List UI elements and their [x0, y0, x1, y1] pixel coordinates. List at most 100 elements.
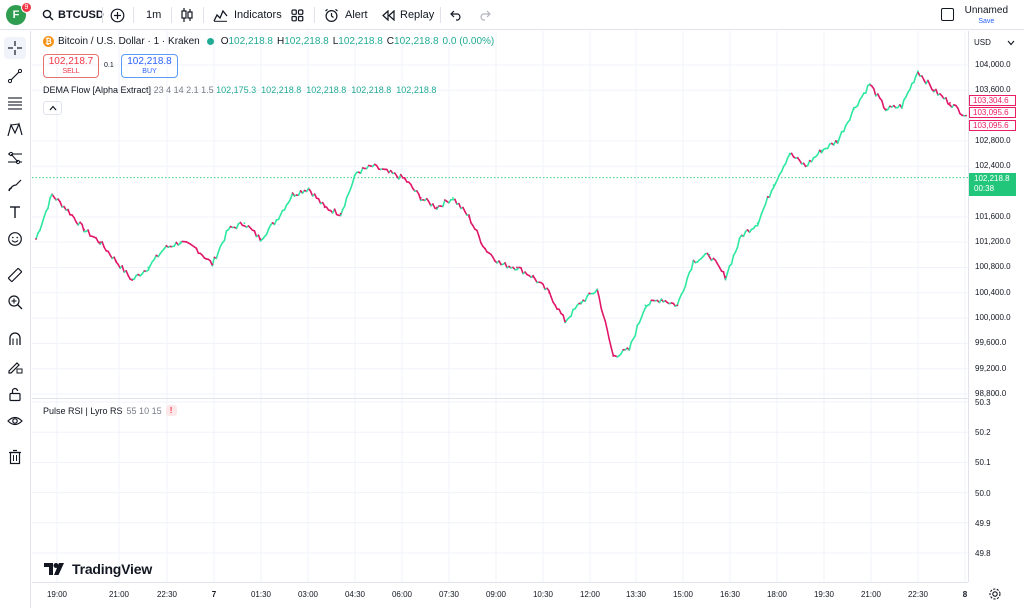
buy-button[interactable]: 102,218.8 BUY: [121, 54, 178, 78]
crosshair-tool[interactable]: [4, 37, 26, 59]
series-segment: [842, 124, 847, 133]
series-point: [772, 184, 775, 187]
series-segment: [806, 159, 811, 167]
search-icon: [42, 9, 54, 21]
series-point: [179, 241, 182, 244]
pane-separator[interactable]: [32, 398, 1024, 399]
rsi-legend[interactable]: Pulse RSI | Lyro RS 55 10 15 !: [43, 405, 177, 416]
time-axis-label: 03:00: [297, 590, 319, 599]
chart-type-button[interactable]: [180, 0, 194, 30]
series-point: [500, 263, 502, 266]
brush-tool[interactable]: [4, 174, 26, 196]
interval-label: 1m: [146, 9, 162, 21]
compare-symbol-button[interactable]: [110, 0, 125, 30]
series-segment: [550, 296, 554, 304]
trend-line-icon: [7, 68, 23, 84]
price-axis-label: 100,400.0: [975, 287, 1011, 297]
series-point: [804, 165, 807, 168]
series-point: [788, 152, 791, 155]
series-segment: [628, 341, 633, 351]
series-segment: [848, 112, 853, 121]
time-axis-label: 16:30: [719, 590, 741, 599]
pattern-icon: [7, 122, 23, 137]
series-point: [692, 260, 695, 263]
series-segment: [756, 219, 761, 227]
redo-button[interactable]: [478, 0, 491, 30]
indicators-button[interactable]: Indicators: [213, 0, 282, 30]
indicator-legend[interactable]: DEMA Flow [Alpha Extract] 23 4 14 2.1 1.…: [43, 85, 436, 95]
series-segment: [684, 277, 689, 287]
time-axis-label: 19:00: [46, 590, 68, 599]
series-segment: [520, 267, 524, 275]
series-segment: [343, 196, 348, 207]
undo-button[interactable]: [450, 0, 463, 30]
currency-label[interactable]: USD: [974, 38, 991, 47]
series-segment: [217, 245, 222, 253]
gear-icon[interactable]: [988, 587, 1002, 601]
series-point: [243, 222, 246, 225]
text-tool[interactable]: [4, 201, 26, 223]
series-point: [548, 291, 551, 294]
warning-icon[interactable]: !: [165, 405, 177, 416]
spread-value: 0.1: [104, 62, 114, 69]
remove-drawings-tool[interactable]: [4, 446, 26, 468]
series-segment: [359, 167, 364, 174]
collapse-legend-button[interactable]: [43, 101, 62, 115]
lock-drawings-tool[interactable]: [4, 383, 26, 405]
series-segment: [724, 272, 729, 281]
rsi-name: Pulse RSI | Lyro RS: [43, 405, 123, 416]
price-axis-label: 101,200.0: [975, 237, 1011, 247]
magnet-tool[interactable]: [4, 328, 26, 350]
price-tag-middle: 103,095.6: [969, 107, 1016, 118]
series-point: [147, 266, 150, 269]
series-segment: [762, 203, 767, 210]
emoji-tool[interactable]: [4, 228, 26, 250]
candle-countdown: 00:38: [974, 184, 995, 193]
symbol-search-button[interactable]: BTCUSD: [42, 0, 104, 30]
sell-button[interactable]: 102,218.7 SELL: [43, 54, 99, 78]
series-segment: [542, 283, 546, 291]
series-point: [371, 165, 374, 168]
time-axis[interactable]: 19:00 21:00 22:30 7 01:30 03:00 04:30 06:00 07:3…: [32, 582, 968, 608]
series-segment: [873, 87, 877, 97]
stay-in-drawing-tool[interactable]: [4, 356, 26, 378]
top-toolbar: F 9 BTCUSD 1m Indicators Alert Replay Un…: [0, 0, 1024, 30]
forecast-tool[interactable]: [4, 147, 26, 169]
layout-checkbox[interactable]: [941, 8, 954, 21]
price-chart[interactable]: [32, 31, 968, 582]
tradingview-logo[interactable]: TradingView: [44, 561, 152, 577]
indicator-name: DEMA Flow [Alpha Extract]: [43, 85, 152, 95]
indicators-label: Indicators: [234, 9, 282, 21]
hide-drawings-tool[interactable]: [4, 410, 26, 432]
zoom-tool[interactable]: [4, 291, 26, 313]
ruler-tool[interactable]: [4, 264, 26, 286]
replay-button[interactable]: Replay: [382, 0, 434, 30]
time-axis-label: 06:00: [391, 590, 413, 599]
series-segment: [265, 228, 270, 236]
save-label: Save: [978, 18, 995, 25]
series-point: [387, 171, 390, 174]
candlestick-icon: [181, 8, 193, 22]
price-axis-label: 100,000.0: [975, 313, 1011, 323]
bitcoin-icon: ₿: [43, 36, 54, 47]
series-segment: [909, 82, 913, 91]
series-segment: [317, 198, 322, 205]
time-axis-label: 22:30: [156, 590, 178, 599]
brand-label: TradingView: [72, 561, 153, 577]
toolbar-divider: [314, 7, 315, 23]
chevron-down-icon[interactable]: [1007, 40, 1015, 46]
trend-line-tool[interactable]: [4, 65, 26, 87]
chart-canvas[interactable]: [32, 31, 968, 582]
layout-name-button[interactable]: Unnamed Save: [965, 5, 1008, 27]
layouts-button[interactable]: [291, 0, 304, 30]
smiley-icon: [8, 232, 22, 246]
fib-tool[interactable]: [4, 92, 26, 114]
price-axis-label: 103,600.0: [975, 85, 1011, 95]
series-point: [708, 253, 711, 256]
rsi-params: 55 10 15: [126, 405, 162, 416]
interval-button[interactable]: 1m: [146, 0, 161, 30]
series-point: [403, 177, 406, 180]
symbol-title[interactable]: Bitcoin / U.S. Dollar · 1 · Kraken: [58, 36, 200, 47]
pattern-tool[interactable]: [4, 119, 26, 141]
alert-button[interactable]: Alert: [324, 0, 368, 30]
